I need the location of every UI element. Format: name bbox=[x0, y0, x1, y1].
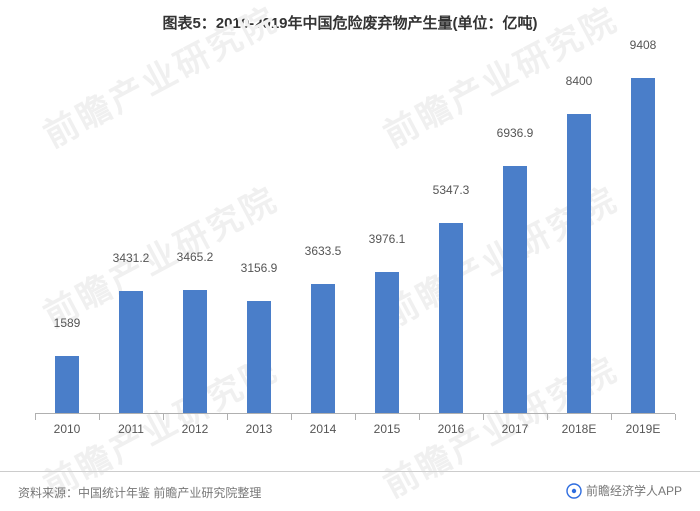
chart-title: 图表5：2010-2019年中国危险废弃物产生量(单位：亿吨) bbox=[0, 0, 700, 33]
bar bbox=[55, 356, 79, 413]
bar-value-label: 6936.9 bbox=[483, 126, 547, 146]
x-axis-label: 2010 bbox=[54, 422, 81, 436]
bar-chart: 1589 3431.23465.23156.93633.53976.1 5347.3… bbox=[35, 50, 675, 436]
bar-slot: 9408 bbox=[611, 50, 675, 413]
bar-value-label: 3431.2 bbox=[99, 251, 163, 271]
footer: 资料来源：中国统计年鉴 前瞻产业研究院整理 前瞻经济学人APP bbox=[0, 471, 700, 511]
bar-slot: 8400 bbox=[547, 50, 611, 413]
bar-value-label: 1589 bbox=[35, 316, 99, 336]
bar-value-label: 8400 bbox=[547, 74, 611, 94]
credit-text: 前瞻经济学人APP bbox=[586, 482, 682, 499]
x-axis-label: 2015 bbox=[374, 422, 401, 436]
bar-value-label: 3976.1 bbox=[355, 232, 419, 252]
bar-value-label: 3633.5 bbox=[291, 244, 355, 264]
x-axis-label: 2017 bbox=[502, 422, 529, 436]
bar-slot: 3633.5 bbox=[291, 50, 355, 413]
credit-icon bbox=[566, 483, 582, 499]
x-axis-label: 2018E bbox=[562, 422, 597, 436]
x-tick bbox=[483, 414, 484, 420]
x-axis-label: 2013 bbox=[246, 422, 273, 436]
x-axis-label: 2014 bbox=[310, 422, 337, 436]
x-tick bbox=[675, 414, 676, 420]
bar bbox=[503, 166, 527, 413]
bar-value-label: 5347.3 bbox=[419, 183, 483, 203]
credit: 前瞻经济学人APP bbox=[566, 482, 682, 499]
x-tick bbox=[611, 414, 612, 420]
bar-value-label: 3465.2 bbox=[163, 250, 227, 270]
x-tick bbox=[547, 414, 548, 420]
x-tick bbox=[227, 414, 228, 420]
bar-value-label: 3156.9 bbox=[227, 261, 291, 281]
x-axis-label: 2012 bbox=[182, 422, 209, 436]
x-axis-label: 2019E bbox=[626, 422, 661, 436]
x-tick bbox=[355, 414, 356, 420]
source-text: 资料来源：中国统计年鉴 前瞻产业研究院整理 bbox=[18, 484, 261, 501]
bar bbox=[247, 301, 271, 413]
bar bbox=[183, 290, 207, 413]
bar-value-label: 9408 bbox=[611, 38, 675, 58]
bar-slot: 3156.9 bbox=[227, 50, 291, 413]
bar bbox=[119, 291, 143, 413]
bar-slot: 1589 bbox=[35, 50, 99, 413]
x-tick bbox=[291, 414, 292, 420]
bar-slot: 3976.1 bbox=[355, 50, 419, 413]
bar bbox=[375, 272, 399, 414]
x-tick bbox=[99, 414, 100, 420]
x-tick bbox=[35, 414, 36, 420]
bar bbox=[439, 223, 463, 413]
x-axis-label: 2016 bbox=[438, 422, 465, 436]
bar-slot: 5347.3 bbox=[419, 50, 483, 413]
x-tick bbox=[419, 414, 420, 420]
x-axis-label: 2011 bbox=[118, 422, 144, 436]
plot-region: 1589 3431.23465.23156.93633.53976.1 5347.3… bbox=[35, 50, 675, 414]
bar-slot: 6936.9 bbox=[483, 50, 547, 413]
bar bbox=[311, 284, 335, 413]
bar bbox=[567, 114, 591, 413]
bar-slot: 3431.2 bbox=[99, 50, 163, 413]
bar-slot: 3465.2 bbox=[163, 50, 227, 413]
bar bbox=[631, 78, 655, 413]
x-tick bbox=[163, 414, 164, 420]
